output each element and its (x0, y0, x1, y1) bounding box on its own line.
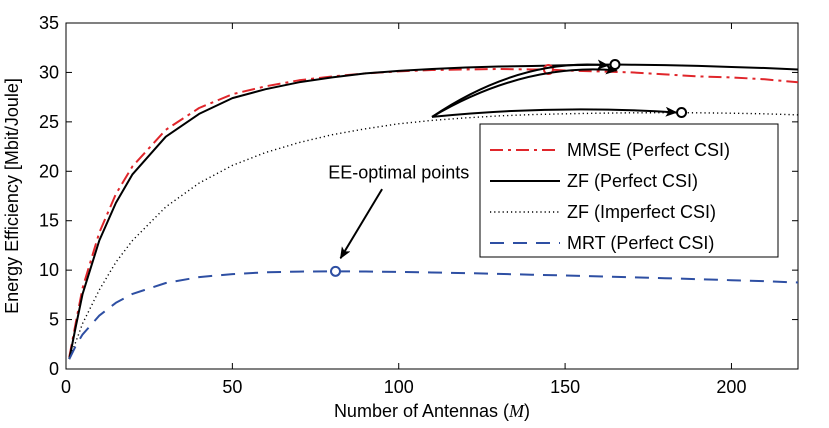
optimal-point-3 (676, 106, 688, 118)
x-tick-label-200: 200 (716, 377, 746, 397)
legend-box (479, 123, 779, 258)
annotation-arrows (339, 59, 678, 260)
x-tick-label-0: 0 (61, 377, 71, 397)
legend-label-4: MRT (Perfect CSI) (567, 233, 714, 253)
series-line-zf-perfect-csi (68, 63, 798, 360)
annotation-arrow-3 (431, 106, 678, 118)
x-tick-label-150: 150 (550, 377, 580, 397)
x-axis-symbol: M (508, 401, 525, 421)
x-tick-label-100: 100 (384, 377, 414, 397)
optimal-point-2 (609, 59, 621, 71)
legend-label-1: MMSE (Perfect CSI) (567, 140, 730, 160)
legend: MMSE (Perfect CSI) ZF (Perfect CSI) ZF (Im… (479, 123, 779, 258)
y-tick-label-15: 15 (39, 211, 59, 231)
y-tick-label-5: 5 (49, 310, 59, 330)
series-line-mrt-perfect-csi (68, 270, 798, 360)
x-axis-label-text: Number of Antennas (334, 401, 498, 421)
annotation-arrow-1 (431, 59, 610, 118)
y-tick-label-25: 25 (39, 112, 59, 132)
axis-ticks: 0 50 100 150 200 0 5 10 15 20 25 30 35 (39, 13, 798, 397)
annotation-arrow-2 (431, 64, 618, 118)
y-axis-label: Energy Efficiency [Mbit/Joule] (2, 78, 22, 314)
y-tick-label-30: 30 (39, 62, 59, 82)
y-tick-label-0: 0 (49, 359, 59, 379)
y-tick-label-20: 20 (39, 161, 59, 181)
x-axis-label: Number of Antennas (M) (334, 401, 530, 421)
y-tick-label-35: 35 (39, 13, 59, 33)
annotation-text: EE-optimal points (328, 162, 469, 182)
y-tick-label-10: 10 (39, 260, 59, 280)
legend-label-2: ZF (Perfect CSI) (567, 171, 698, 191)
legend-label-3: ZF (Imperfect CSI) (567, 202, 716, 222)
annotation-arrow-4 (339, 188, 383, 260)
x-tick-label-50: 50 (222, 377, 242, 397)
optimal-point-4 (330, 265, 342, 277)
